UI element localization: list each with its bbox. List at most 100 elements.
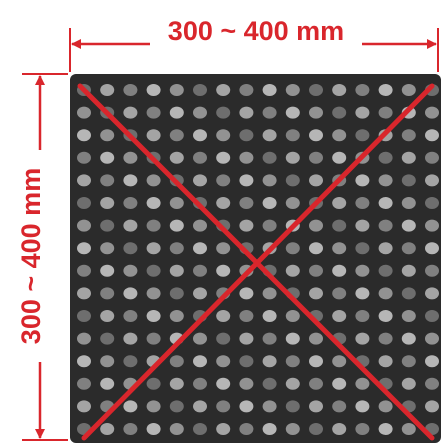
mat-bump	[285, 310, 300, 322]
mat-bump	[146, 242, 161, 255]
mat-bump	[309, 400, 323, 413]
mat-bump	[146, 400, 161, 413]
mat-bump	[239, 377, 254, 390]
mat-bump	[378, 287, 393, 300]
mat-bump	[123, 423, 138, 435]
mat-bump	[123, 332, 138, 345]
mat-bump	[355, 242, 370, 255]
mat-bump	[123, 355, 138, 368]
mat-bump	[169, 106, 184, 119]
mat-bump	[309, 423, 323, 435]
mat-bump	[146, 106, 161, 119]
mat-bump	[169, 377, 184, 390]
mat-bump	[401, 264, 416, 277]
mat-bump	[401, 332, 416, 345]
cross-line	[81, 83, 435, 441]
mat-bump	[146, 197, 161, 209]
mat-bump	[239, 400, 254, 413]
mat-bump	[77, 377, 91, 390]
mat-bump	[123, 264, 138, 277]
mat-bump	[309, 332, 323, 345]
mat-bump	[77, 264, 91, 277]
mat-bump	[332, 129, 347, 142]
mat-bump	[216, 106, 231, 119]
mat-bump	[285, 400, 300, 413]
mat-bump	[425, 219, 439, 232]
mat-bump	[193, 151, 207, 164]
mat-bump	[193, 264, 207, 277]
mat-bump	[262, 287, 277, 300]
mat-bump	[378, 242, 393, 255]
mat-bump	[100, 287, 115, 300]
mat-bump	[401, 219, 416, 232]
mat-bump	[146, 310, 161, 322]
mat-bump	[401, 377, 416, 390]
mat-bump	[285, 84, 300, 96]
mat-bump	[146, 332, 161, 345]
mat-bump	[309, 129, 323, 142]
mat-bump	[77, 129, 91, 142]
mat-bump	[146, 174, 161, 187]
mat-bump	[378, 106, 393, 119]
mat-bump	[100, 84, 115, 96]
mat-bump	[401, 84, 416, 96]
mat-bump	[355, 377, 370, 390]
mat-bump	[378, 400, 393, 413]
mat-bump	[193, 219, 207, 232]
mat-bump	[77, 174, 91, 187]
mat-bump	[216, 310, 231, 322]
mat-bump	[425, 332, 439, 345]
mat-bump	[216, 174, 231, 187]
mat-bump	[123, 151, 138, 164]
mat-bump	[355, 174, 370, 187]
mat-bump	[262, 310, 277, 322]
mat-bump	[332, 264, 347, 277]
mat-bump	[123, 84, 138, 96]
mat-bump	[309, 219, 323, 232]
mat-bump	[332, 197, 347, 209]
mat-bump	[332, 287, 347, 300]
mat-bump	[193, 355, 207, 368]
mat-bump	[355, 84, 370, 96]
mat-bump	[332, 400, 347, 413]
mat-bump	[100, 242, 115, 255]
mat-bump	[239, 219, 254, 232]
mat-bump	[216, 264, 231, 277]
mat-bump	[146, 377, 161, 390]
mat-bump	[285, 423, 300, 435]
height-label: 300 ~ 400 mm	[16, 168, 46, 344]
mat-bump	[401, 287, 416, 300]
mat-bump	[239, 129, 254, 142]
mat-bump	[77, 151, 91, 164]
mat-bump	[123, 310, 138, 322]
mat-bump	[285, 129, 300, 142]
mat-bump	[239, 174, 254, 187]
mat-bump	[378, 197, 393, 209]
mat-bump	[123, 242, 138, 255]
mat-bump	[425, 310, 439, 322]
mat-bump	[332, 423, 347, 435]
mat-bump	[77, 400, 91, 413]
mat-bump	[193, 287, 207, 300]
mat-bump	[216, 332, 231, 345]
mat-bump	[239, 423, 254, 435]
mat-bump	[378, 310, 393, 322]
mat-bump	[169, 84, 184, 96]
mat-bump	[169, 242, 184, 255]
mat-bump	[401, 355, 416, 368]
label-background	[14, 150, 48, 362]
mat-bump	[262, 151, 277, 164]
mat-bump	[77, 310, 91, 322]
mat-bump	[216, 84, 231, 96]
mat-bump	[262, 197, 277, 209]
mat-bump	[332, 219, 347, 232]
mat-bump	[239, 332, 254, 345]
mat-bump	[123, 197, 138, 209]
mat-bump	[123, 287, 138, 300]
mat-bump	[239, 197, 254, 209]
mat-bump	[193, 332, 207, 345]
mat-bump	[332, 355, 347, 368]
mat-bump	[77, 287, 91, 300]
mat-bump	[378, 151, 393, 164]
